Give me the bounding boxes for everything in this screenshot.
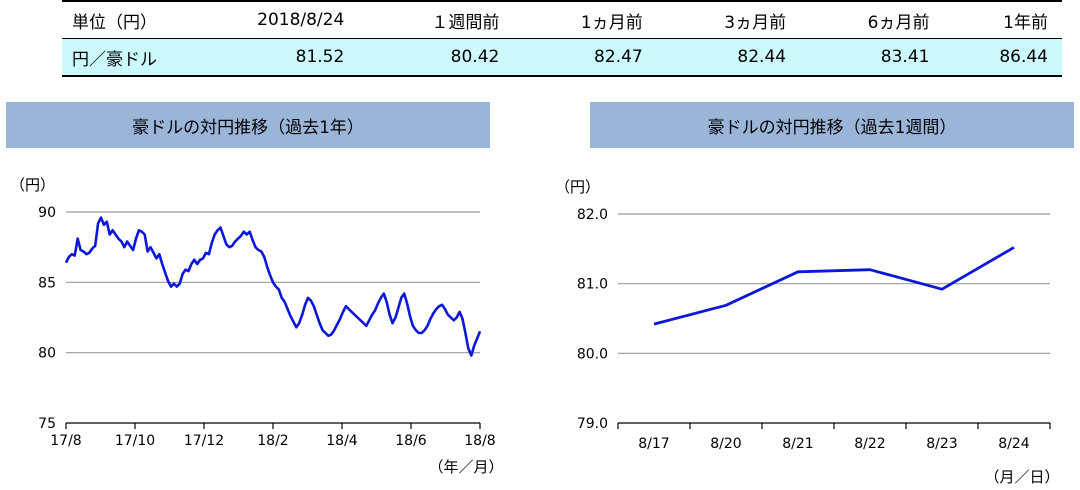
chart-title-week: 豪ドルの対円推移（過去1週間） bbox=[590, 102, 1074, 148]
x-tick-label: 8/20 bbox=[710, 436, 741, 452]
x-tick-label: 8/24 bbox=[998, 436, 1030, 452]
table-column-header: 1ヵ月前 bbox=[513, 0, 657, 39]
y-unit-label: （円） bbox=[10, 176, 55, 194]
table-row-label: 円／豪ドル bbox=[62, 38, 167, 77]
table-unit-header: 単位（円） bbox=[62, 0, 167, 39]
x-tick-label: 18/2 bbox=[257, 433, 288, 449]
y-tick-label: 81.0 bbox=[577, 277, 608, 293]
x-tick-label: 8/22 bbox=[854, 436, 885, 452]
y-tick-label: 80 bbox=[38, 346, 56, 362]
y-tick-label: 90 bbox=[38, 205, 56, 221]
table-cell: 81.52 bbox=[167, 38, 359, 77]
table-header-row: 単位（円） 2018/8/24 １週間前 1ヵ月前 3ヵ月前 6ヵ月前 1年前 bbox=[62, 0, 1062, 39]
table-column-header: 6ヵ月前 bbox=[800, 0, 944, 39]
x-tick-label: 18/8 bbox=[464, 433, 495, 449]
table-cell: 83.41 bbox=[800, 38, 944, 77]
x-tick-label: 17/12 bbox=[184, 433, 224, 449]
x-tick-label: 17/8 bbox=[50, 433, 81, 449]
table-column-header: 2018/8/24 bbox=[167, 0, 359, 39]
chart-title-year: 豪ドルの対円推移（過去1年） bbox=[6, 102, 490, 148]
x-tick-label: 18/4 bbox=[326, 433, 358, 449]
x-tick-label: 8/21 bbox=[782, 436, 813, 452]
table-cell: 82.47 bbox=[513, 38, 657, 77]
table-value-row: 円／豪ドル 81.52 80.42 82.47 82.44 83.41 86.44 bbox=[62, 38, 1062, 77]
table-column-header: 3ヵ月前 bbox=[656, 0, 801, 39]
x-unit-label: （年／月） bbox=[428, 458, 503, 476]
y-tick-label: 75 bbox=[38, 416, 56, 432]
series-line-week bbox=[653, 246, 1015, 326]
x-tick-label: 8/23 bbox=[926, 436, 957, 452]
table-column-header: 1年前 bbox=[943, 0, 1062, 39]
y-tick-label: 85 bbox=[38, 275, 56, 291]
x-tick-label: 18/6 bbox=[395, 433, 427, 449]
y-unit-label: （円） bbox=[555, 178, 600, 196]
rate-table: 単位（円） 2018/8/24 １週間前 1ヵ月前 3ヵ月前 6ヵ月前 1年前 円／豪ドル 8… bbox=[62, 0, 1062, 77]
x-unit-label: （月／日） bbox=[984, 468, 1059, 486]
x-tick-label: 8/17 bbox=[638, 436, 669, 452]
table-cell: 80.42 bbox=[358, 38, 514, 77]
x-tick-label: 17/10 bbox=[115, 433, 155, 449]
table-cell: 82.44 bbox=[656, 38, 801, 77]
series-line-year bbox=[64, 216, 482, 357]
y-tick-label: 82.0 bbox=[577, 207, 608, 223]
table-column-header: １週間前 bbox=[358, 0, 514, 39]
table-cell: 86.44 bbox=[943, 38, 1062, 77]
y-tick-label: 80.0 bbox=[577, 346, 608, 362]
y-tick-label: 79.0 bbox=[577, 416, 608, 432]
